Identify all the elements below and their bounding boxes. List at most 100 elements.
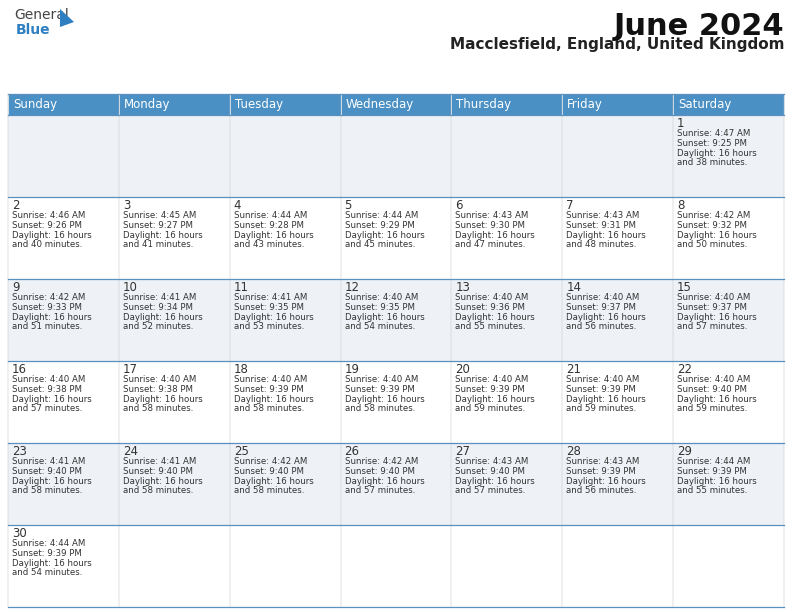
Bar: [673, 94, 784, 115]
Text: 6: 6: [455, 199, 463, 212]
Text: 16: 16: [12, 363, 27, 376]
Text: Sunset: 9:40 PM: Sunset: 9:40 PM: [12, 467, 82, 476]
Text: and 57 minutes.: and 57 minutes.: [12, 405, 82, 413]
Text: Sunrise: 4:40 AM: Sunrise: 4:40 AM: [123, 375, 196, 384]
Text: Sunrise: 4:40 AM: Sunrise: 4:40 AM: [345, 375, 418, 384]
Bar: [673, 115, 784, 197]
Bar: [451, 197, 562, 279]
Text: Daylight: 16 hours: Daylight: 16 hours: [123, 231, 203, 240]
Polygon shape: [60, 9, 74, 27]
Text: Sunset: 9:39 PM: Sunset: 9:39 PM: [677, 467, 747, 476]
Bar: [562, 279, 673, 361]
Text: Daylight: 16 hours: Daylight: 16 hours: [566, 477, 646, 485]
Bar: [119, 443, 230, 525]
Text: Daylight: 16 hours: Daylight: 16 hours: [12, 231, 92, 240]
Text: Sunset: 9:33 PM: Sunset: 9:33 PM: [12, 303, 82, 312]
Bar: [673, 443, 784, 525]
Bar: [8, 525, 119, 607]
Text: Sunrise: 4:40 AM: Sunrise: 4:40 AM: [455, 293, 529, 302]
Text: Sunset: 9:25 PM: Sunset: 9:25 PM: [677, 139, 747, 148]
Text: Sunset: 9:40 PM: Sunset: 9:40 PM: [677, 385, 747, 394]
Text: Sunset: 9:31 PM: Sunset: 9:31 PM: [566, 221, 636, 230]
Text: Daylight: 16 hours: Daylight: 16 hours: [123, 395, 203, 403]
Bar: [341, 443, 451, 525]
Text: Daylight: 16 hours: Daylight: 16 hours: [566, 395, 646, 403]
Bar: [230, 197, 341, 279]
Text: and 53 minutes.: and 53 minutes.: [234, 323, 304, 332]
Bar: [119, 197, 230, 279]
Bar: [341, 115, 451, 197]
Text: Sunrise: 4:40 AM: Sunrise: 4:40 AM: [12, 375, 86, 384]
Text: Sunday: Sunday: [13, 98, 57, 111]
Text: and 55 minutes.: and 55 minutes.: [677, 487, 748, 495]
Bar: [8, 279, 119, 361]
Text: Sunrise: 4:45 AM: Sunrise: 4:45 AM: [123, 211, 196, 220]
Text: and 50 minutes.: and 50 minutes.: [677, 241, 748, 250]
Text: Sunset: 9:37 PM: Sunset: 9:37 PM: [677, 303, 747, 312]
Bar: [562, 361, 673, 443]
Bar: [119, 361, 230, 443]
Text: and 38 minutes.: and 38 minutes.: [677, 159, 748, 168]
Text: Sunrise: 4:40 AM: Sunrise: 4:40 AM: [234, 375, 307, 384]
Text: 1: 1: [677, 117, 684, 130]
Bar: [451, 361, 562, 443]
Text: Daylight: 16 hours: Daylight: 16 hours: [455, 231, 535, 240]
Text: 10: 10: [123, 281, 138, 294]
Text: Daylight: 16 hours: Daylight: 16 hours: [345, 395, 425, 403]
Text: Daylight: 16 hours: Daylight: 16 hours: [345, 313, 425, 321]
Text: Sunrise: 4:44 AM: Sunrise: 4:44 AM: [12, 539, 86, 548]
Text: Sunset: 9:30 PM: Sunset: 9:30 PM: [455, 221, 525, 230]
Text: Sunrise: 4:42 AM: Sunrise: 4:42 AM: [234, 457, 307, 466]
Text: Sunset: 9:35 PM: Sunset: 9:35 PM: [345, 303, 414, 312]
Text: Sunset: 9:32 PM: Sunset: 9:32 PM: [677, 221, 747, 230]
Text: 2: 2: [12, 199, 20, 212]
Text: 8: 8: [677, 199, 684, 212]
Text: Sunrise: 4:42 AM: Sunrise: 4:42 AM: [12, 293, 86, 302]
Text: Daylight: 16 hours: Daylight: 16 hours: [12, 559, 92, 567]
Text: 28: 28: [566, 445, 581, 458]
Text: Sunrise: 4:46 AM: Sunrise: 4:46 AM: [12, 211, 86, 220]
Text: Daylight: 16 hours: Daylight: 16 hours: [677, 313, 757, 321]
Bar: [341, 525, 451, 607]
Bar: [8, 115, 119, 197]
Text: Monday: Monday: [124, 98, 170, 111]
Text: and 58 minutes.: and 58 minutes.: [234, 487, 304, 495]
Text: Sunrise: 4:41 AM: Sunrise: 4:41 AM: [12, 457, 86, 466]
Bar: [562, 443, 673, 525]
Text: and 58 minutes.: and 58 minutes.: [123, 487, 193, 495]
Text: 15: 15: [677, 281, 692, 294]
Text: Thursday: Thursday: [456, 98, 512, 111]
Bar: [341, 361, 451, 443]
Text: and 47 minutes.: and 47 minutes.: [455, 241, 526, 250]
Text: Sunrise: 4:44 AM: Sunrise: 4:44 AM: [677, 457, 751, 466]
Text: 22: 22: [677, 363, 692, 376]
Text: Sunset: 9:39 PM: Sunset: 9:39 PM: [455, 385, 525, 394]
Text: and 58 minutes.: and 58 minutes.: [345, 405, 415, 413]
Bar: [119, 279, 230, 361]
Text: and 57 minutes.: and 57 minutes.: [455, 487, 526, 495]
Text: Sunset: 9:34 PM: Sunset: 9:34 PM: [123, 303, 193, 312]
Text: 30: 30: [12, 527, 27, 540]
Text: Sunrise: 4:41 AM: Sunrise: 4:41 AM: [234, 293, 307, 302]
Text: and 59 minutes.: and 59 minutes.: [677, 405, 748, 413]
Text: and 48 minutes.: and 48 minutes.: [566, 241, 637, 250]
Text: and 58 minutes.: and 58 minutes.: [123, 405, 193, 413]
Text: Sunset: 9:35 PM: Sunset: 9:35 PM: [234, 303, 303, 312]
Text: Sunrise: 4:40 AM: Sunrise: 4:40 AM: [455, 375, 529, 384]
Text: Daylight: 16 hours: Daylight: 16 hours: [12, 477, 92, 485]
Text: Sunset: 9:36 PM: Sunset: 9:36 PM: [455, 303, 525, 312]
Text: Sunrise: 4:44 AM: Sunrise: 4:44 AM: [345, 211, 418, 220]
Text: and 43 minutes.: and 43 minutes.: [234, 241, 304, 250]
Text: Sunset: 9:39 PM: Sunset: 9:39 PM: [345, 385, 414, 394]
Text: Blue: Blue: [16, 23, 51, 37]
Bar: [341, 197, 451, 279]
Text: 27: 27: [455, 445, 470, 458]
Text: Daylight: 16 hours: Daylight: 16 hours: [234, 477, 314, 485]
Text: 11: 11: [234, 281, 249, 294]
Text: and 57 minutes.: and 57 minutes.: [345, 487, 415, 495]
Text: Daylight: 16 hours: Daylight: 16 hours: [234, 395, 314, 403]
Text: Sunset: 9:40 PM: Sunset: 9:40 PM: [234, 467, 303, 476]
Text: 20: 20: [455, 363, 470, 376]
Text: 7: 7: [566, 199, 573, 212]
Text: General: General: [14, 8, 69, 22]
